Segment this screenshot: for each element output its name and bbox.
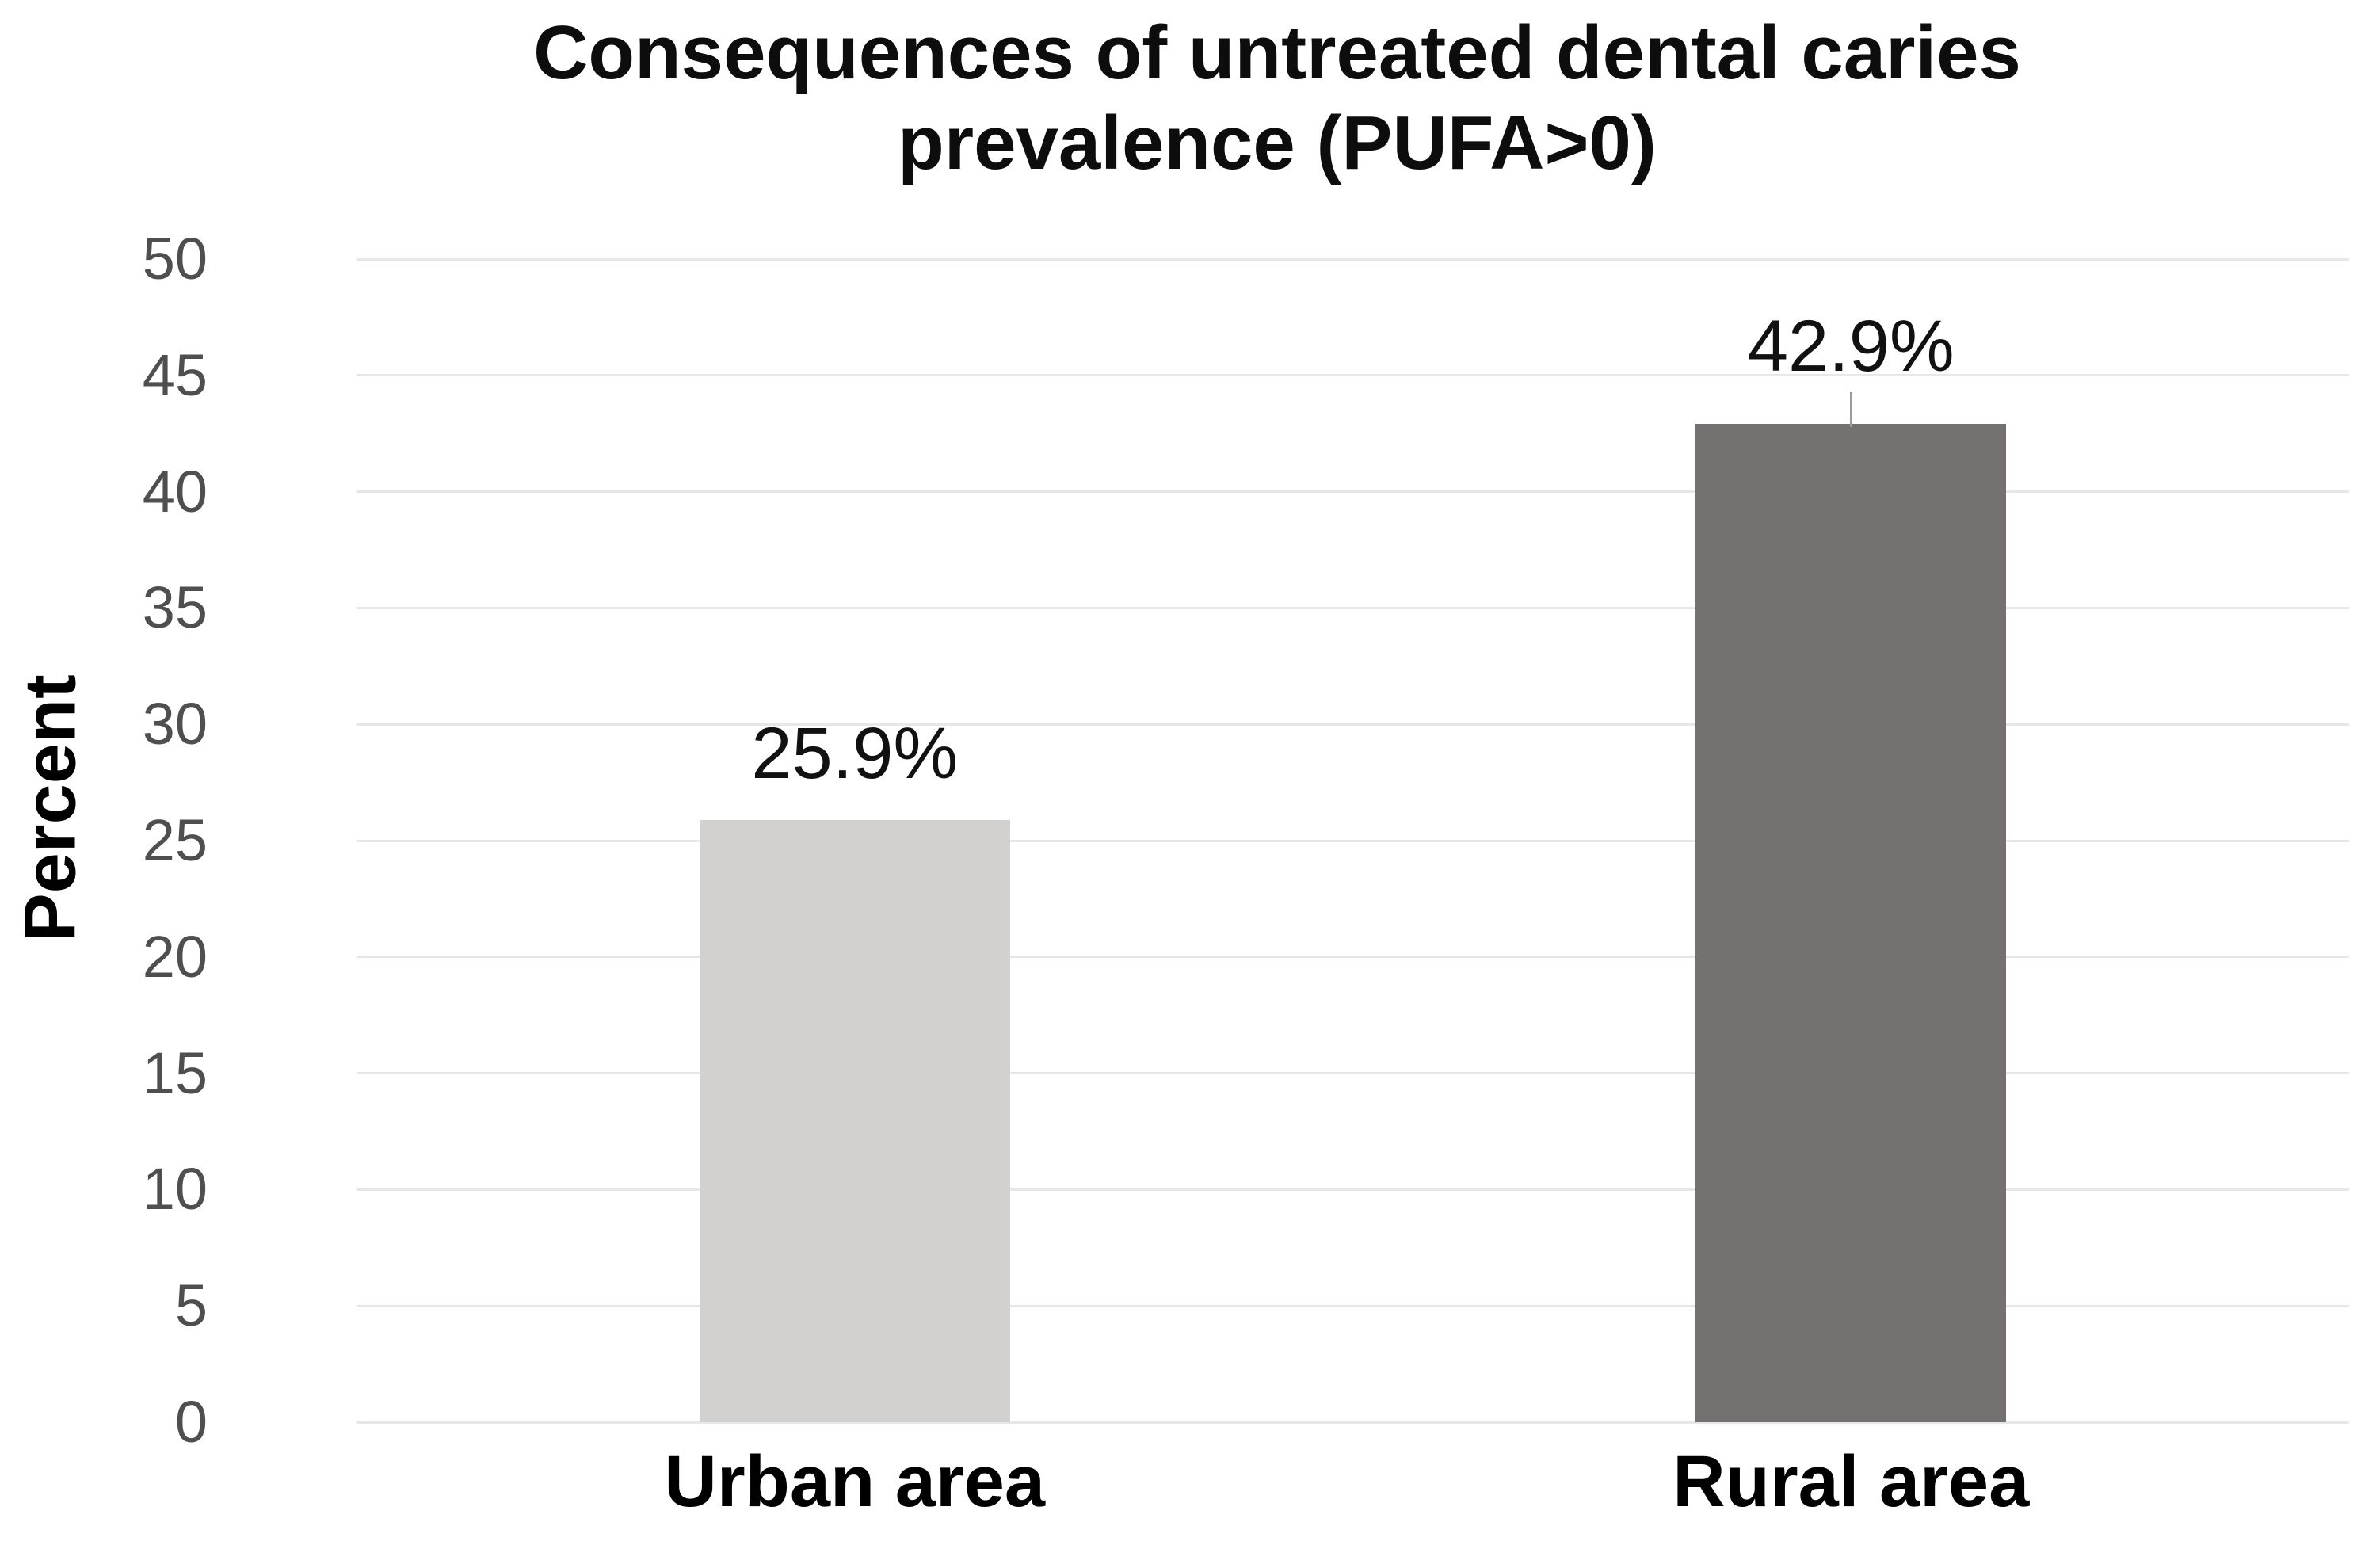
chart-title: Consequences of untreated dental caries … — [239, 8, 2315, 189]
gridline-25 — [357, 839, 2349, 842]
category-label-rural-area: Rural area — [1672, 1441, 2030, 1522]
plot-area — [357, 258, 2349, 1424]
gridline-10 — [357, 1188, 2349, 1191]
y-tick-label-25: 25 — [142, 807, 208, 873]
y-tick-label-45: 45 — [142, 341, 208, 408]
gridline-15 — [357, 1072, 2349, 1075]
gridline-5 — [357, 1304, 2349, 1307]
chart-title-line-2: prevalence (PUFA>0) — [898, 101, 1657, 185]
y-tick-label-0: 0 — [174, 1389, 208, 1455]
y-tick-label-10: 10 — [142, 1156, 208, 1223]
gridline-30 — [357, 723, 2349, 726]
gridline-50 — [357, 258, 2349, 261]
bar-rural-area — [1695, 424, 2007, 1422]
bar-urban-area — [699, 819, 1010, 1422]
leader-line-rural-area — [1849, 392, 1852, 428]
chart-title-line-1: Consequences of untreated dental caries — [533, 10, 2021, 95]
gridline-35 — [357, 606, 2349, 609]
y-tick-label-5: 5 — [174, 1272, 208, 1339]
y-tick-label-15: 15 — [142, 1040, 208, 1106]
gridline-40 — [357, 490, 2349, 494]
gridline-45 — [357, 374, 2349, 377]
gridline-0 — [357, 1421, 2349, 1424]
y-tick-label-30: 30 — [142, 691, 208, 757]
data-label-urban-area: 25.9% — [751, 712, 959, 794]
y-tick-label-20: 20 — [142, 923, 208, 990]
y-tick-label-40: 40 — [142, 458, 208, 525]
category-label-urban-area: Urban area — [664, 1441, 1046, 1522]
gridline-20 — [357, 956, 2349, 959]
data-label-rural-area: 42.9% — [1747, 306, 1955, 387]
y-tick-label-35: 35 — [142, 574, 208, 641]
y-tick-label-50: 50 — [142, 226, 208, 292]
